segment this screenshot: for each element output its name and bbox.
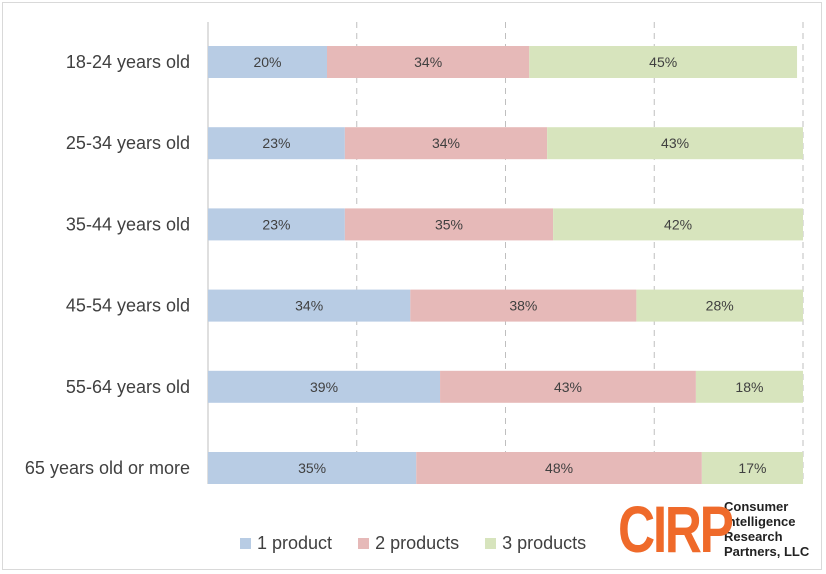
- legend-item-2: 2 products: [358, 533, 459, 554]
- category-label: 18-24 years old: [66, 52, 190, 72]
- data-label: 28%: [706, 298, 734, 314]
- data-label: 35%: [435, 216, 463, 232]
- legend: 1 product 2 products 3 products: [240, 533, 586, 554]
- bar-segment-3: [553, 208, 803, 241]
- bar-segment-2: [440, 370, 696, 403]
- category-label: 25-34 years old: [66, 133, 190, 153]
- data-label: 20%: [253, 54, 281, 70]
- bar-segment-2: [410, 289, 637, 322]
- bar-segment-2: [344, 208, 554, 241]
- data-label: 42%: [664, 216, 692, 232]
- bar-segment-1: [208, 370, 441, 403]
- bar-segment-3: [547, 127, 803, 160]
- data-label: 34%: [414, 54, 442, 70]
- legend-label-3: 3 products: [502, 533, 587, 553]
- bar-segment-3: [636, 289, 803, 322]
- data-label: 18%: [735, 379, 763, 395]
- cirp-logo: CIRP Consumer Intelligence Research Part…: [618, 496, 809, 562]
- data-label: 23%: [262, 216, 290, 232]
- legend-item-3: 3 products: [485, 533, 586, 554]
- bar-segment-1: [208, 289, 411, 322]
- category-label: 45-54 years old: [66, 296, 190, 316]
- legend-label-1: 1 product: [257, 533, 333, 553]
- legend-item-1: 1 product: [240, 533, 332, 554]
- logo-line-1: Consumer: [724, 499, 789, 514]
- data-label: 39%: [310, 379, 338, 395]
- bar-segment-1: [208, 452, 417, 484]
- bar-segment-2: [344, 127, 548, 160]
- bar-segment-1: [208, 46, 327, 78]
- logo-line-4: Partners, LLC: [724, 544, 810, 559]
- bar-segment-2: [327, 46, 530, 78]
- data-label: 43%: [554, 379, 582, 395]
- category-label: 55-64 years old: [66, 377, 190, 397]
- category-label: 65 years old or more: [25, 458, 190, 478]
- bar-segment-2: [416, 452, 702, 484]
- legend-swatch-1: [240, 538, 251, 549]
- data-label: 34%: [432, 135, 460, 151]
- data-label: 48%: [545, 460, 573, 476]
- data-label: 34%: [295, 298, 323, 314]
- legend-swatch-2: [358, 538, 370, 549]
- bar-segment-1: [208, 208, 345, 241]
- data-label: 38%: [509, 298, 537, 314]
- data-label: 23%: [262, 135, 290, 151]
- category-label: 35-44 years old: [66, 214, 190, 234]
- legend-label-2: 2 products: [375, 533, 460, 553]
- logo-mark: CIRP: [618, 492, 734, 566]
- logo-line-2: Intelligence: [724, 514, 796, 529]
- legend-swatch-3: [485, 538, 497, 549]
- data-label: 43%: [661, 135, 689, 151]
- data-label: 17%: [738, 460, 766, 476]
- bar-segment-3: [529, 46, 798, 78]
- bar-segment-3: [701, 452, 803, 484]
- bar-segment-3: [695, 370, 803, 403]
- data-label: 35%: [298, 460, 326, 476]
- data-label: 45%: [649, 54, 677, 70]
- logo-text: Consumer Intelligence Research Partners,…: [724, 499, 809, 559]
- bar-segment-1: [208, 127, 345, 160]
- logo-line-3: Research: [724, 529, 783, 544]
